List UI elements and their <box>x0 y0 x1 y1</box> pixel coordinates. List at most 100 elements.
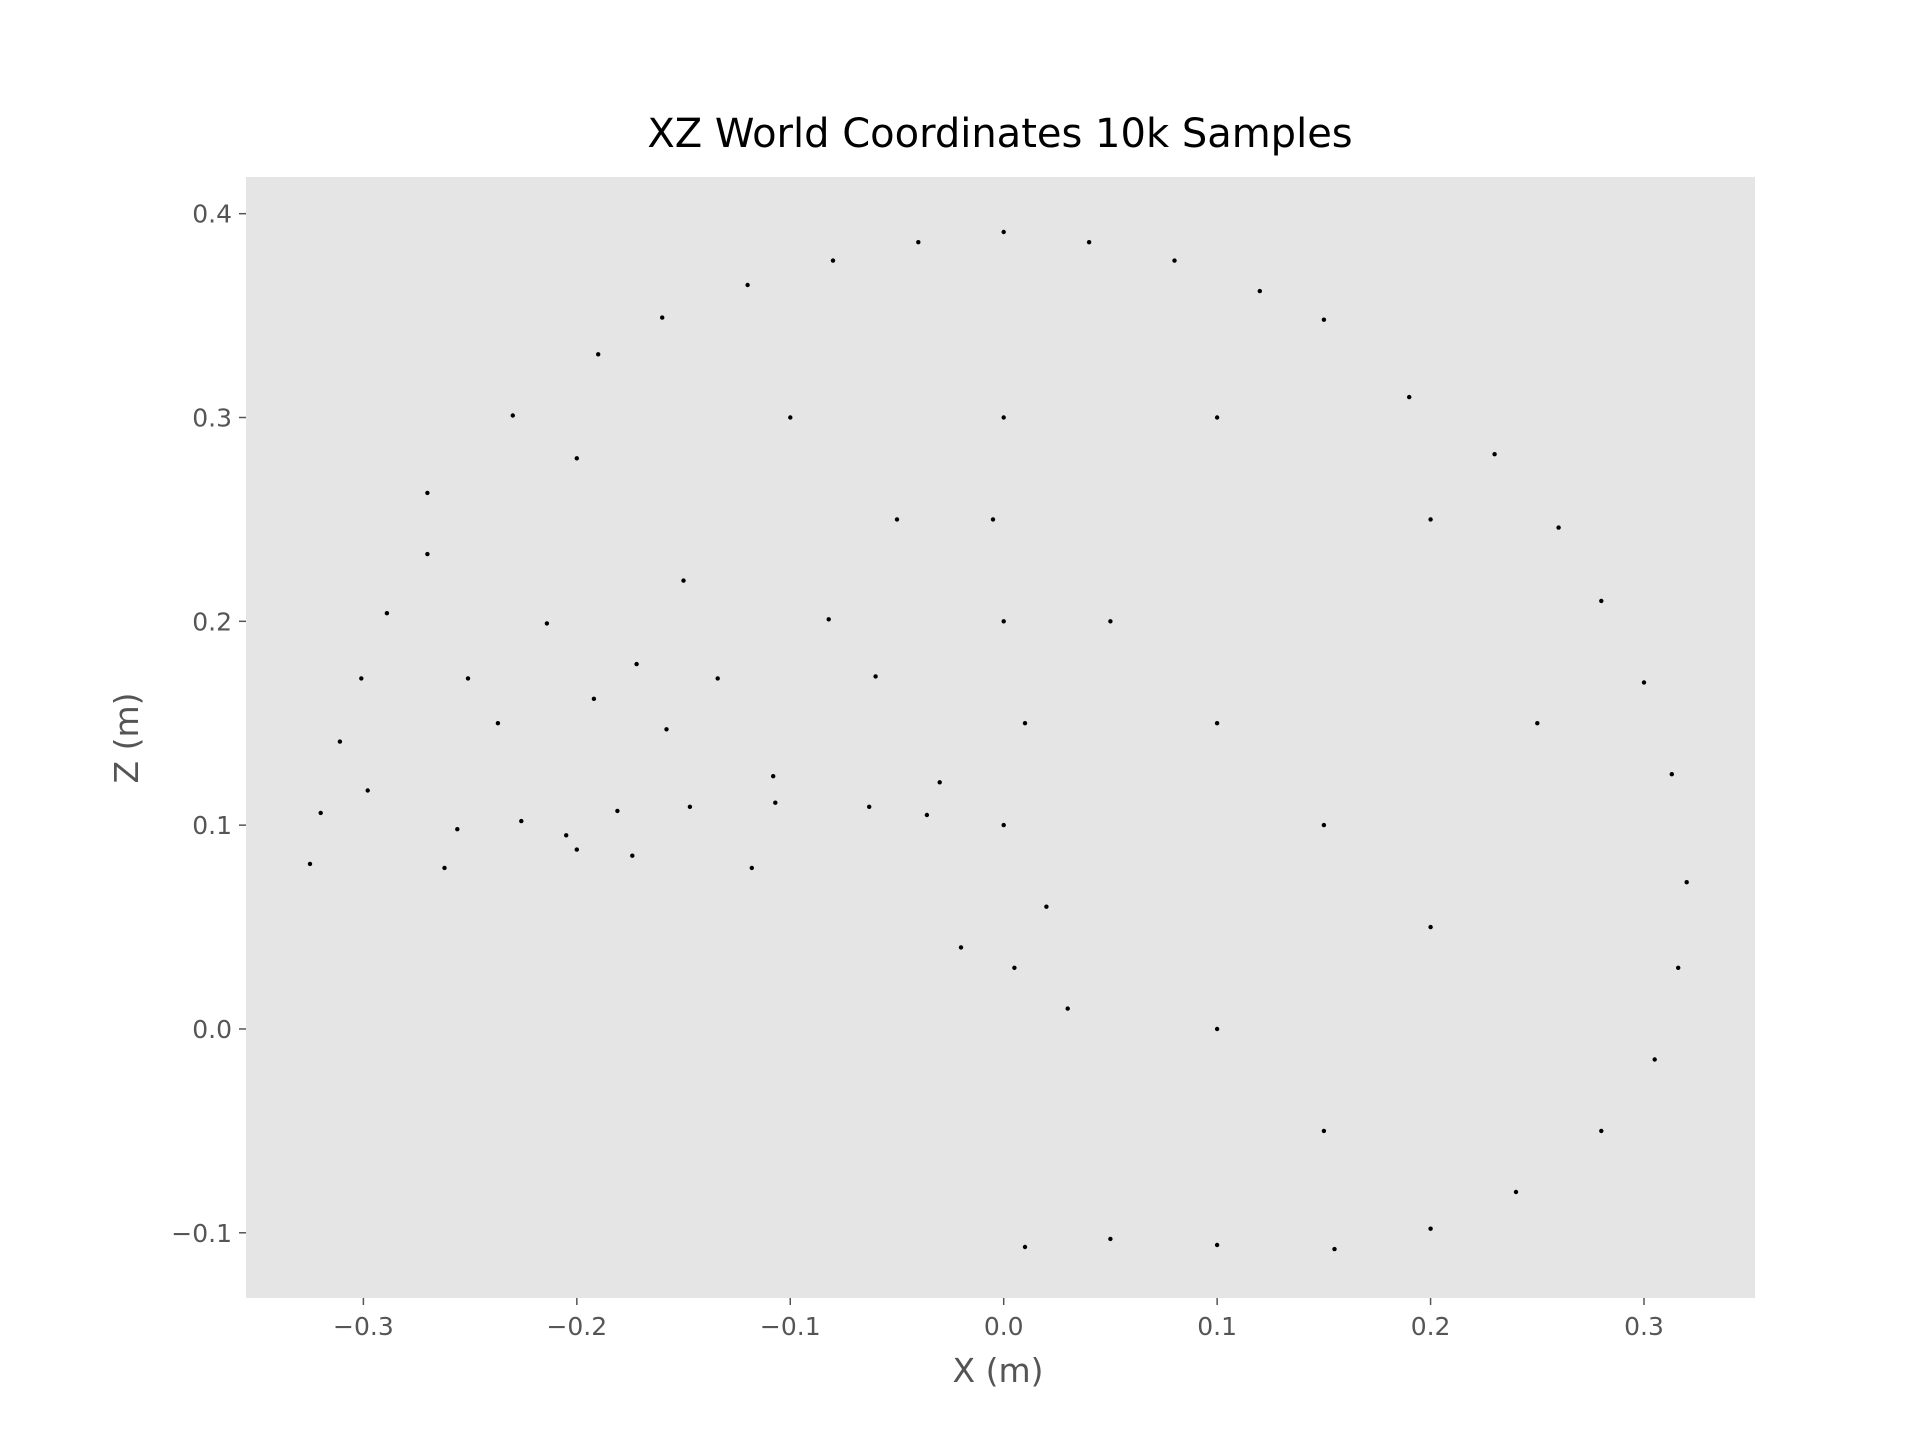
scatter-point <box>574 456 579 461</box>
y-axis-ticks: −0.1 0.0 0.1 0.2 0.3 0.4 <box>171 200 246 1248</box>
scatter-point <box>894 517 900 522</box>
scatter-point <box>715 676 720 681</box>
chart-title: XZ World Coordinates 10k Samples <box>647 111 1352 157</box>
scatter-point <box>1001 822 1006 828</box>
scatter-point <box>634 661 639 667</box>
scatter-point <box>830 258 836 263</box>
scatter-point <box>1684 880 1689 885</box>
scatter-point <box>1428 1226 1433 1231</box>
scatter-point <box>359 676 364 681</box>
scatter-point <box>1022 1244 1028 1250</box>
scatter-point <box>1001 229 1006 235</box>
scatter-point <box>1513 1189 1519 1195</box>
scatter-point <box>465 676 471 681</box>
scatter-point <box>660 315 665 320</box>
scatter-point <box>1086 240 1092 245</box>
scatter-point <box>687 804 693 809</box>
y-tick-label: 0.0 <box>192 1015 232 1044</box>
scatter-point <box>1641 680 1647 685</box>
x-tick-label: 0.3 <box>1624 1312 1664 1341</box>
scatter-point <box>1108 619 1113 624</box>
scatter-point <box>867 804 872 809</box>
scatter-point <box>1321 317 1327 322</box>
scatter-point <box>425 551 430 557</box>
scatter-point <box>337 739 343 744</box>
scatter-point <box>1332 1246 1337 1252</box>
scatter-point <box>1492 452 1497 457</box>
scatter-point <box>615 808 620 814</box>
scatter-point <box>1214 415 1220 420</box>
scatter-point <box>1321 1128 1327 1134</box>
y-tick-label: 0.2 <box>192 607 232 636</box>
scatter-point <box>455 827 460 832</box>
scatter-point <box>1022 721 1028 726</box>
x-tick-label: −0.1 <box>760 1312 821 1341</box>
scatter-point <box>916 240 921 245</box>
scatter-point <box>1257 288 1263 294</box>
x-axis-ticks: −0.3 −0.2 −0.1 0.0 0.1 0.2 0.3 <box>333 1298 1664 1341</box>
scatter-point <box>749 865 754 871</box>
y-tick-label: 0.3 <box>192 404 232 433</box>
scatter-point <box>1001 415 1006 420</box>
scatter-point <box>1214 1026 1220 1032</box>
scatter-point <box>1428 517 1433 522</box>
scatter-point <box>425 490 430 496</box>
scatter-point <box>596 352 601 357</box>
scatter-point <box>1172 258 1177 263</box>
scatter-point <box>1428 924 1433 930</box>
scatter-point <box>771 774 776 779</box>
scatter-point <box>958 945 964 950</box>
y-axis-label: Z (m) <box>107 693 146 784</box>
scatter-point <box>1652 1057 1657 1062</box>
scatter-point <box>681 578 686 583</box>
scatter-point <box>1321 822 1327 828</box>
y-tick-label: 0.1 <box>192 811 232 840</box>
y-tick-label: −0.1 <box>171 1219 232 1248</box>
scatter-point <box>1065 1006 1070 1011</box>
scatter-point <box>826 617 831 622</box>
scatter-point <box>1214 1242 1220 1248</box>
scatter-point <box>564 833 569 838</box>
scatter-point <box>1556 525 1561 530</box>
x-tick-label: 0.2 <box>1411 1312 1451 1341</box>
scatter-point <box>510 413 515 418</box>
plot-area <box>246 177 1755 1298</box>
y-tick-label: 0.4 <box>192 200 232 229</box>
scatter-point <box>365 788 370 793</box>
scatter-point <box>1407 394 1412 400</box>
x-tick-label: 0.0 <box>984 1312 1024 1341</box>
scatter-point <box>1599 598 1604 604</box>
scatter-point <box>1599 1128 1604 1134</box>
scatter-point <box>495 721 501 726</box>
scatter-point <box>924 812 930 818</box>
scatter-point <box>519 818 524 824</box>
scatter-point <box>745 282 750 288</box>
scatter-point <box>1535 721 1540 726</box>
scatter-point <box>788 415 793 420</box>
scatter-point <box>773 800 778 805</box>
scatter-point <box>384 611 390 616</box>
scatter-point <box>318 810 323 816</box>
scatter-point <box>1214 721 1220 726</box>
scatter-point <box>574 847 579 852</box>
x-tick-label: −0.3 <box>333 1312 394 1341</box>
scatter-point <box>990 517 996 522</box>
x-tick-label: 0.1 <box>1197 1312 1237 1341</box>
scatter-point <box>1001 619 1006 624</box>
scatter-points <box>307 229 1689 1252</box>
x-axis-label: X (m) <box>953 1351 1044 1390</box>
scatter-point <box>1669 772 1675 777</box>
scatter-point <box>937 780 942 785</box>
scatter-point <box>307 861 313 867</box>
scatter-point <box>1108 1236 1113 1242</box>
scatter-point <box>630 853 635 858</box>
scatter-point <box>591 696 597 701</box>
scatter-point <box>544 621 550 626</box>
scatter-point <box>664 727 669 732</box>
scatter-point <box>1676 965 1681 970</box>
scatter-point <box>442 865 447 871</box>
scatter-point <box>1012 965 1017 970</box>
x-tick-label: −0.2 <box>546 1312 607 1341</box>
scatter-point <box>1044 904 1049 909</box>
